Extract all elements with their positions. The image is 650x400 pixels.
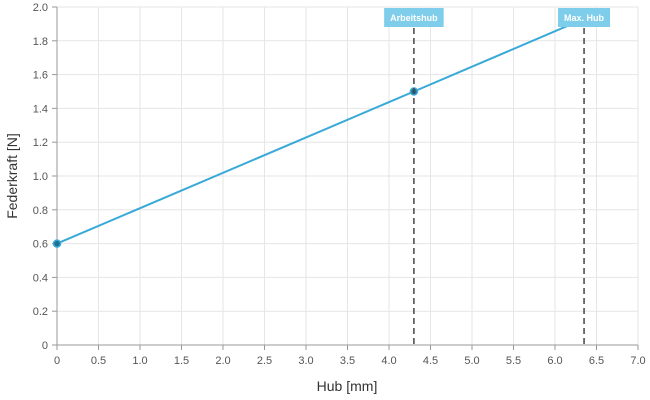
y-tick-label: 1.6 [33,70,48,82]
x-tick-label: 5.0 [464,355,479,367]
series [52,14,589,248]
y-tick-label: 0.6 [33,239,48,251]
marker-label-box [384,8,444,27]
y-tick-label: 1.4 [33,103,48,115]
y-tick-label: 0 [42,340,48,352]
y-tick-label: 0.2 [33,306,48,318]
y-tick-label: 1.2 [33,137,48,149]
marker-label-text: Arbeitshub [390,13,438,23]
y-tick-label: 1.8 [33,36,48,48]
x-tick-label: 4.0 [381,355,396,367]
y-tick-label: 0.8 [33,205,48,217]
marker-label: Max. Hub [558,8,611,27]
y-tick-label: 0.4 [33,272,48,284]
x-tick-label: 5.5 [506,355,521,367]
x-tick-label: 0 [54,355,60,367]
x-tick-label: 4.5 [423,355,438,367]
x-tick-label: 1.5 [174,355,189,367]
grid [56,6,639,346]
x-tick-label: 0.5 [91,355,106,367]
x-tick-label: 3.0 [298,355,313,367]
markers: Arbeitshub Max. Hub [384,8,611,345]
x-tick-label: 1.0 [132,355,147,367]
x-tick-label: 6.0 [547,355,562,367]
x-tick-label: 7.0 [630,355,645,367]
marker-label-text: Max. Hub [564,13,605,23]
y-tick-label: 1.0 [33,171,48,183]
marker-label-box [558,8,611,27]
x-tick-label: 2.5 [257,355,272,367]
x-tick-label: 2.0 [215,355,230,367]
marker-label: Arbeitshub [384,8,444,27]
x-tick-label: 6.5 [589,355,604,367]
tick-labels: 0 0.5 1.0 1.5 2.0 2.5 3.0 3.5 4.0 4.5 5.0 5.5 6.0 6.5… [33,2,646,367]
data-point[interactable] [52,239,62,248]
x-axis-title: Hub [mm] [317,378,378,394]
y-tick-label: 2.0 [33,2,48,14]
y-axis-title: Federkraft [N] [4,133,20,219]
x-tick-label: 3.5 [340,355,355,367]
